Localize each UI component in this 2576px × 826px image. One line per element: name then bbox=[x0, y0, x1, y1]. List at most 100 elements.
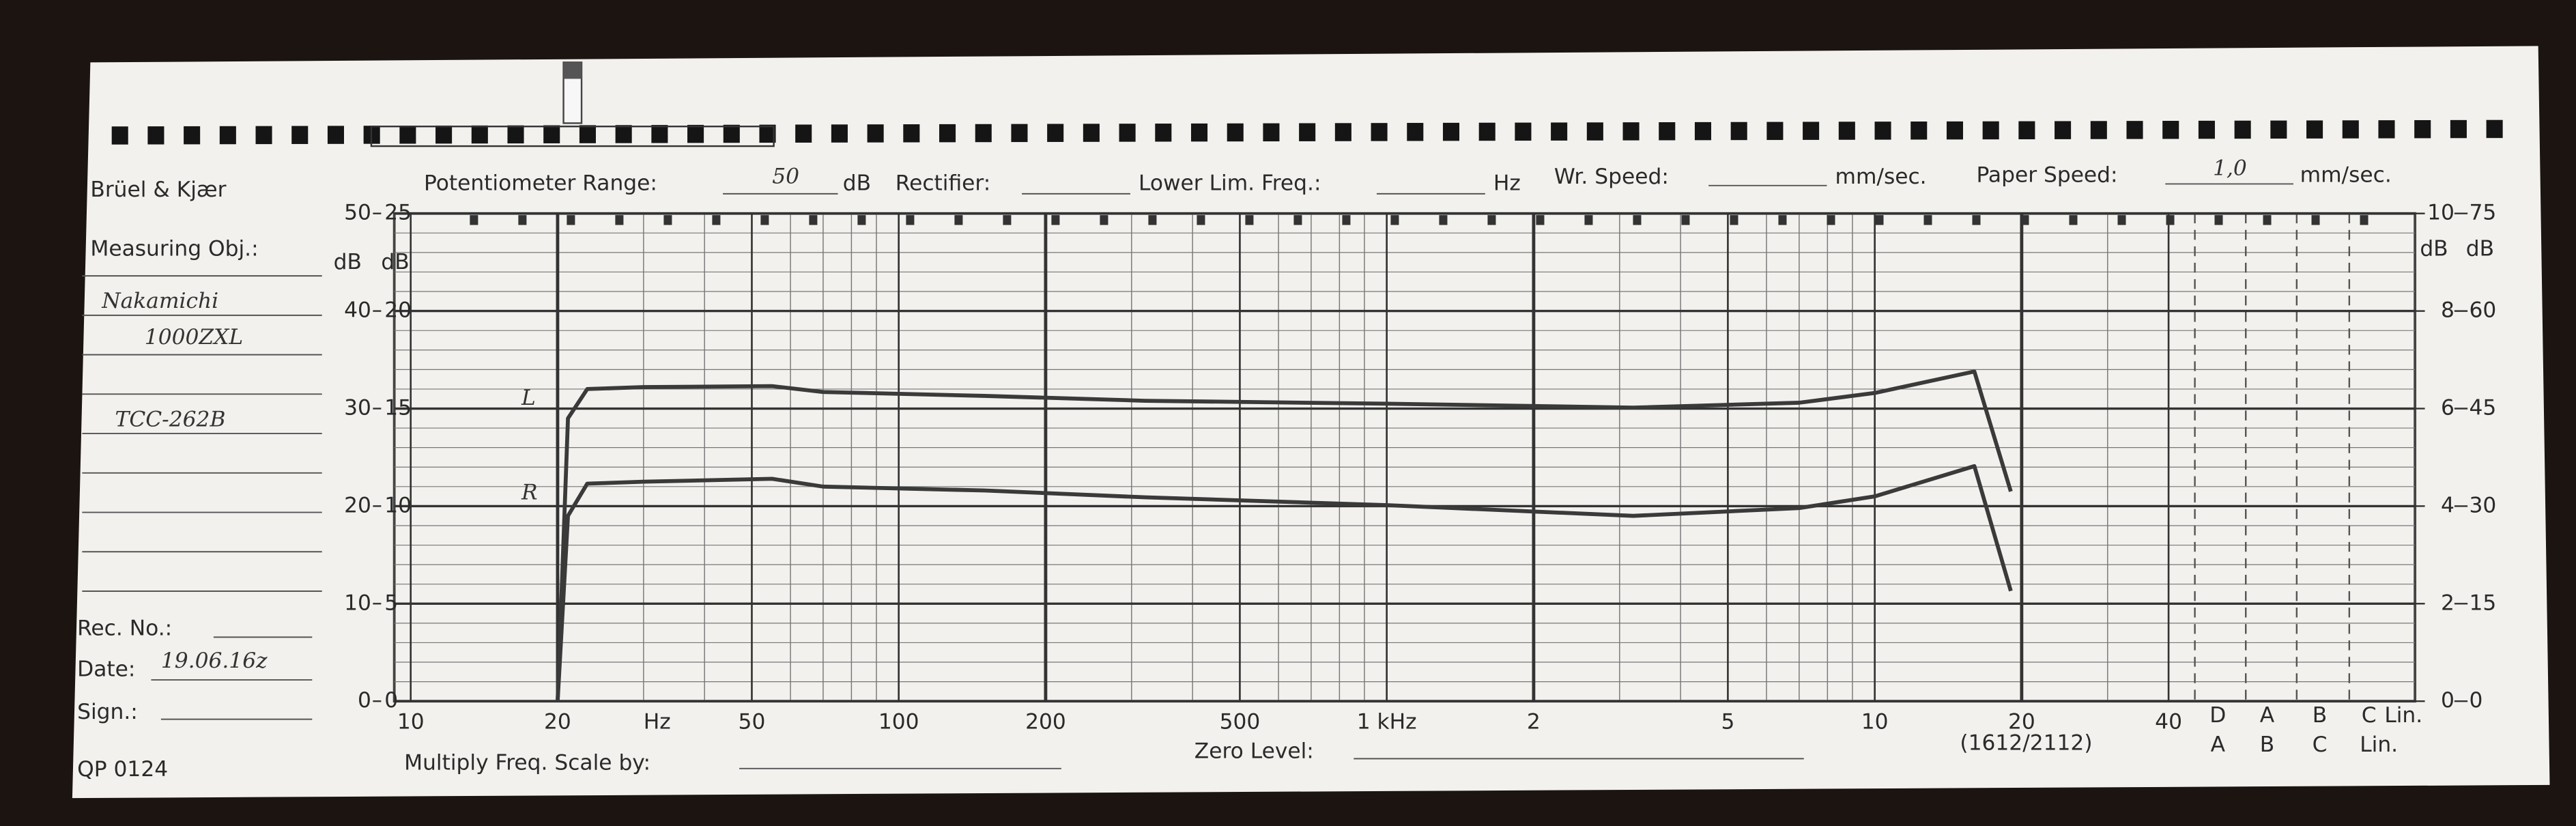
paper-tick bbox=[663, 215, 672, 225]
sprocket-hole bbox=[1515, 122, 1532, 141]
paper-tick bbox=[1827, 215, 1835, 225]
sprocket-hole bbox=[1334, 123, 1351, 141]
value: 19.06.16z bbox=[161, 649, 268, 673]
sprocket-hole bbox=[2055, 121, 2072, 139]
paper-tick bbox=[954, 215, 963, 225]
x-tick-label: 500 bbox=[1220, 709, 1261, 734]
sprocket-hole bbox=[2342, 120, 2359, 139]
x-axis-label: Hz bbox=[644, 709, 671, 734]
sprocket-hole bbox=[327, 126, 345, 144]
sprocket-hole bbox=[2486, 119, 2503, 139]
y-tick-label: 30 bbox=[344, 396, 371, 421]
sprocket-hole bbox=[1047, 124, 1064, 142]
y3-tick-label: 30 bbox=[2470, 493, 2497, 517]
sprocket-hole bbox=[867, 124, 884, 143]
y3-tick-label: 15 bbox=[2470, 590, 2497, 615]
y2-tick-label: 8 bbox=[2441, 298, 2455, 323]
sprocket-hole bbox=[1838, 122, 1855, 140]
paper-tick bbox=[567, 215, 575, 225]
sprocket-hole bbox=[111, 126, 128, 145]
paper-tick bbox=[1100, 215, 1108, 225]
sprocket-hole bbox=[1694, 122, 1712, 141]
sprocket-hole bbox=[291, 126, 309, 144]
paper-tick bbox=[2360, 215, 2369, 225]
sprocket-hole bbox=[2270, 120, 2287, 139]
paper-tick bbox=[1584, 215, 1593, 225]
sprocket-hole bbox=[1910, 122, 1928, 140]
paper-tick bbox=[1245, 215, 1254, 225]
y3-tick-label: 0 bbox=[2470, 688, 2483, 713]
sprocket-hole bbox=[1119, 124, 1136, 142]
sprocket-hole bbox=[687, 124, 704, 143]
sprocket-hole bbox=[939, 124, 956, 143]
paper-tick bbox=[1439, 215, 1448, 225]
value: 50 bbox=[772, 164, 799, 188]
filter-label: B bbox=[2313, 703, 2327, 728]
y2-tick-label: 2 bbox=[2441, 590, 2455, 615]
sprocket-hole bbox=[1803, 122, 1820, 140]
label: Rec. No.: bbox=[77, 616, 172, 640]
y2-tick-label: 10 bbox=[2427, 201, 2455, 225]
x-tick-label: 10 bbox=[1861, 709, 1889, 734]
sprocket-hole bbox=[1730, 122, 1747, 141]
x-tick-label: 20 bbox=[544, 709, 571, 734]
sprocket-hole bbox=[2306, 120, 2323, 139]
sprocket-hole bbox=[1478, 122, 1495, 141]
paper-tick bbox=[712, 215, 721, 225]
sprocket-hole bbox=[2018, 121, 2035, 140]
sprocket-hole bbox=[2450, 119, 2467, 139]
x-tick-label: 20 bbox=[2008, 709, 2035, 734]
sprocket-hole bbox=[1622, 122, 1640, 141]
form-code: QP 0124 bbox=[77, 757, 168, 782]
paper-tick bbox=[906, 215, 915, 225]
sprocket-hole bbox=[579, 125, 596, 143]
sprocket-hole bbox=[903, 124, 920, 143]
paper-tick bbox=[518, 215, 527, 225]
y-tick-label: 20 bbox=[344, 493, 371, 517]
paper-tick bbox=[1342, 215, 1351, 225]
sprocket-hole bbox=[1766, 122, 1784, 141]
filter-label: C bbox=[2313, 732, 2328, 757]
y3-tick-label: 75 bbox=[2470, 201, 2497, 225]
sprocket-hole bbox=[2162, 121, 2179, 139]
sprocket-hole bbox=[543, 125, 560, 143]
paper-tick bbox=[809, 215, 818, 225]
sprocket-hole bbox=[975, 124, 992, 143]
sprocket-hole bbox=[219, 126, 236, 145]
paper-tick bbox=[1390, 215, 1399, 225]
paper-tick bbox=[1197, 215, 1205, 225]
label: dB bbox=[843, 171, 871, 195]
sprocket-hole bbox=[435, 125, 453, 144]
sprocket-hole bbox=[1946, 121, 1963, 140]
paper-tick bbox=[470, 215, 478, 225]
x-tick-label: 1 kHz bbox=[1357, 709, 1417, 734]
label: Rectifier: bbox=[896, 171, 991, 195]
filter-label: A bbox=[2211, 732, 2226, 757]
sprocket-hole bbox=[1982, 121, 1999, 140]
paper-tick bbox=[1923, 215, 1932, 225]
plot: LR bbox=[521, 369, 2013, 702]
y-inner-tick-label: 15 bbox=[384, 396, 412, 421]
y2-tick-label: 0 bbox=[2441, 688, 2455, 713]
filter-label: C bbox=[2362, 703, 2377, 728]
sprocket-hole bbox=[1551, 122, 1568, 141]
paper-tick bbox=[857, 215, 866, 225]
x-tick-label: 100 bbox=[878, 709, 919, 734]
sprocket-hole bbox=[1299, 123, 1316, 141]
y-tick-label: 40 bbox=[344, 298, 371, 323]
pen-marker-top bbox=[563, 62, 582, 79]
paper-tick bbox=[615, 215, 624, 225]
filter-label: Lin. bbox=[2384, 703, 2422, 728]
paper-tick bbox=[1681, 215, 1690, 225]
paper-tick bbox=[2069, 215, 2078, 225]
sprocket-hole bbox=[255, 126, 272, 145]
paper-tick bbox=[2263, 215, 2272, 225]
label: mm/sec. bbox=[1835, 165, 1926, 189]
value: Nakamichi bbox=[101, 289, 218, 313]
y3-tick-label: 45 bbox=[2470, 396, 2497, 421]
sprocket-hole bbox=[1586, 122, 1603, 141]
sprocket-strip bbox=[370, 126, 775, 147]
y-inner-tick-label: 25 bbox=[384, 201, 412, 225]
series-label: R bbox=[521, 480, 538, 504]
x-tick-label: 200 bbox=[1025, 709, 1066, 734]
